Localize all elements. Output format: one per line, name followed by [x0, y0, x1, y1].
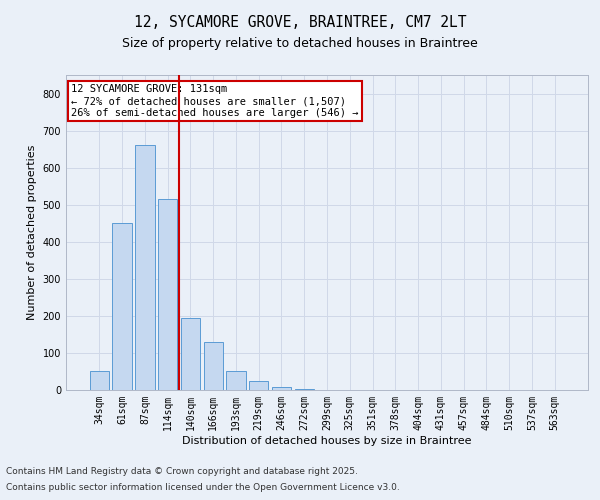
Bar [249, 380, 268, 390]
Text: 12 SYCAMORE GROVE: 131sqm
← 72% of detached houses are smaller (1,507)
26% of se: 12 SYCAMORE GROVE: 131sqm ← 72% of detac… [71, 84, 359, 117]
Text: Size of property relative to detached houses in Braintree: Size of property relative to detached ho… [122, 38, 478, 51]
Text: Contains public sector information licensed under the Open Government Licence v3: Contains public sector information licen… [6, 484, 400, 492]
Bar [112, 223, 132, 390]
Text: 12, SYCAMORE GROVE, BRAINTREE, CM7 2LT: 12, SYCAMORE GROVE, BRAINTREE, CM7 2LT [134, 15, 466, 30]
X-axis label: Distribution of detached houses by size in Braintree: Distribution of detached houses by size … [182, 436, 472, 446]
Text: Contains HM Land Registry data © Crown copyright and database right 2025.: Contains HM Land Registry data © Crown c… [6, 467, 358, 476]
Bar [203, 342, 223, 390]
Bar [181, 318, 200, 390]
Bar [158, 199, 178, 390]
Bar [226, 372, 245, 390]
Bar [90, 372, 109, 390]
Bar [135, 146, 155, 390]
Bar [272, 387, 291, 390]
Y-axis label: Number of detached properties: Number of detached properties [27, 145, 37, 320]
